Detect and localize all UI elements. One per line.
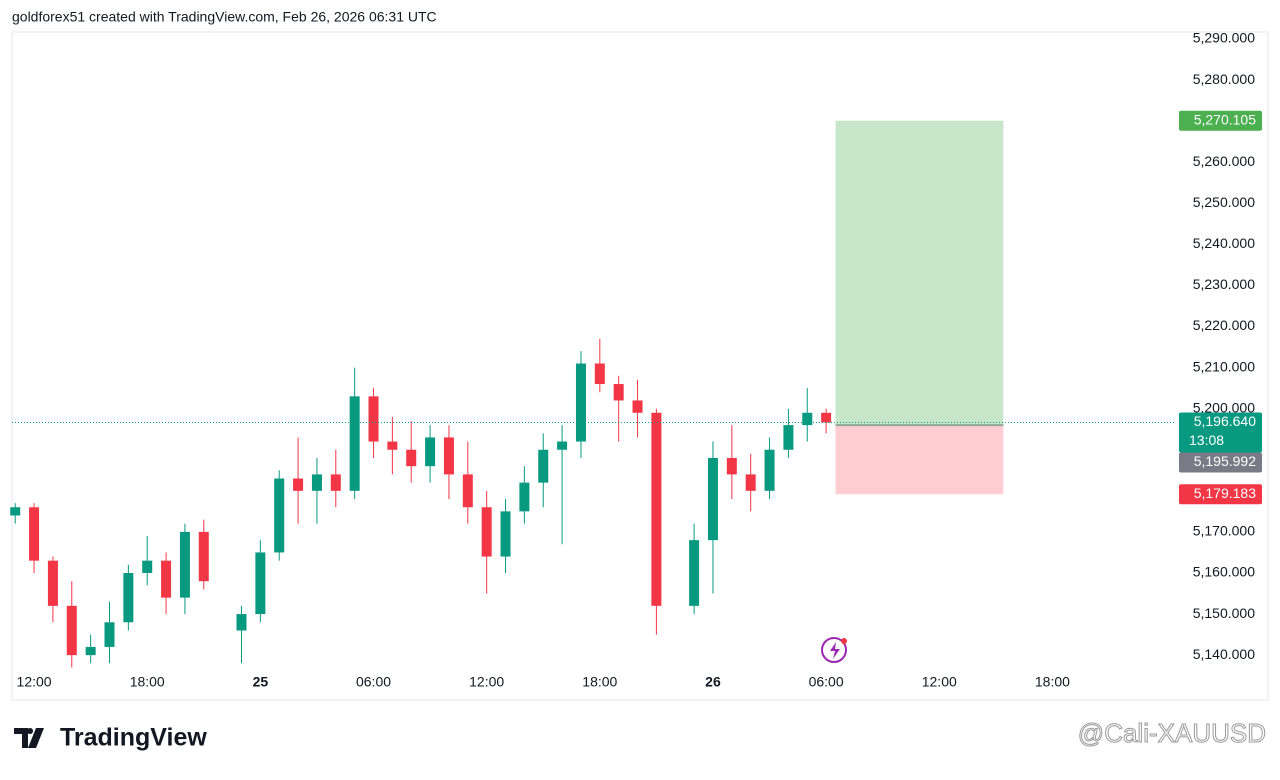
candle-body [651,412,662,606]
y-tick-label: 5,200.000 [1193,399,1255,415]
price-label-box [1179,110,1262,131]
profit-zone [835,120,1004,426]
y-tick-label: 5,240.000 [1193,235,1255,251]
candle-body [481,507,492,557]
candle-body [745,474,756,491]
x-tick-label: 12:00 [469,674,504,690]
price-label: 5,179.183 [1194,485,1256,501]
candle-body [47,560,58,606]
candle-body [575,363,586,442]
candle-body [104,622,115,647]
watermark: @Cali-XAUUSD [1078,718,1266,748]
x-tick-label: 12:00 [17,674,52,690]
lightning-icon [821,637,847,663]
candle-body [179,531,190,598]
candle-body [632,400,643,413]
price-label: 5,196.640 [1194,413,1256,429]
candle-body [349,396,360,491]
y-tick-label: 5,290.000 [1193,30,1255,46]
candle-body [462,474,473,508]
candle-body [519,482,530,512]
candle-body [29,507,40,561]
candle-body [198,531,209,582]
price-label-box [1179,484,1262,505]
loss-zone [835,425,1004,495]
candle-body [274,478,285,553]
candle-body [726,457,737,475]
y-tick-label: 5,150.000 [1193,605,1255,621]
countdown: 13:08 [1189,432,1224,448]
candle-body [142,560,153,573]
x-tick-label: 26 [705,674,721,690]
candle-body [821,412,832,423]
candle-body [613,384,624,401]
candle-body [783,425,794,450]
x-tick-label: 06:00 [356,674,391,690]
candle-body [66,605,77,656]
candle-body [707,457,718,541]
x-tick-label: 18:00 [1035,674,1070,690]
price-label-box [1179,452,1262,473]
candle-body [255,552,266,615]
candle-body [500,511,511,557]
candle-body [330,474,341,491]
candle-body [443,437,454,475]
x-tick-label: 18:00 [130,674,165,690]
brand: TradingView [60,724,207,752]
y-tick-label: 5,160.000 [1193,564,1255,580]
candle-body [764,449,775,491]
tradingview-logo [14,728,44,748]
candle-body [368,396,379,442]
candle-body [406,449,417,467]
y-tick-label: 5,260.000 [1193,153,1255,169]
x-tick-label: 06:00 [809,674,844,690]
candle-body [594,363,605,385]
y-tick-label: 5,220.000 [1193,317,1255,333]
candle-body [10,507,21,516]
candle-body [802,412,813,426]
y-tick-label: 5,210.000 [1193,358,1255,374]
candle-body [123,572,134,623]
price-label-box [1179,412,1262,453]
candle-body [557,441,568,450]
candle-body [236,614,247,631]
candle-body [689,540,700,606]
y-tick-label: 5,230.000 [1193,276,1255,292]
x-tick-label: 25 [253,674,269,690]
y-tick-label: 5,140.000 [1193,646,1255,662]
candle-body [311,474,322,491]
candle-body [425,437,436,467]
x-tick-label: 12:00 [922,674,957,690]
candle-body [161,560,172,598]
price-label: 5,270.105 [1194,111,1256,127]
y-tick-label: 5,250.000 [1193,194,1255,210]
x-tick-label: 18:00 [582,674,617,690]
candle-body [538,449,549,483]
frame [11,31,1269,701]
header-title: goldforex51 created with TradingView.com… [12,9,437,25]
y-tick-label: 5,280.000 [1193,71,1255,87]
candle-body [293,478,304,491]
y-tick-label: 5,170.000 [1193,523,1255,539]
candle-body [387,441,398,450]
price-label: 5,195.992 [1194,453,1256,469]
candle-body [85,646,96,656]
